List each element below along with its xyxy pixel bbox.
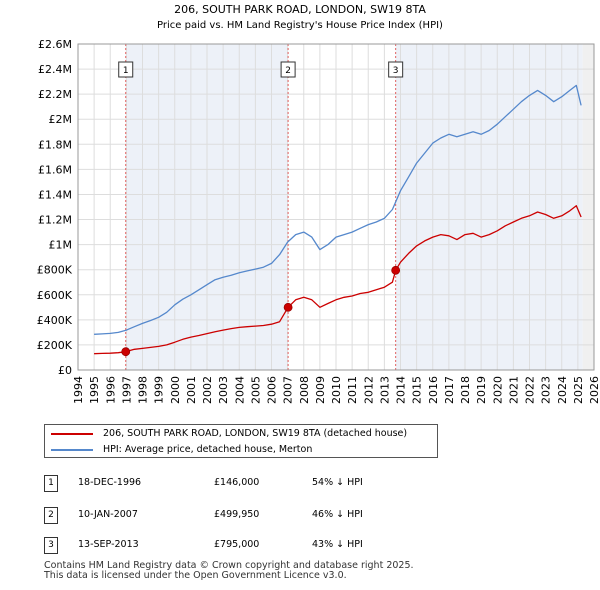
transaction-hpi-diff: 43% ↓ HPI bbox=[312, 539, 363, 550]
x-tick-label: 2026 bbox=[588, 376, 600, 404]
x-tick-label: 2009 bbox=[314, 376, 327, 404]
x-tick-label: 2025 bbox=[572, 376, 585, 404]
transaction-number: 1 bbox=[44, 475, 58, 492]
sale-marker-number: 1 bbox=[123, 66, 129, 76]
plot-frame bbox=[77, 43, 595, 371]
x-tick-label: 2004 bbox=[233, 376, 246, 404]
footer-copyright: Contains HM Land Registry data © Crown c… bbox=[44, 560, 414, 571]
y-tick-label: £1.4M bbox=[38, 188, 72, 201]
y-tick-label: £2.6M bbox=[38, 38, 72, 51]
legend-swatch-property bbox=[51, 433, 93, 435]
sale-point bbox=[283, 302, 293, 312]
shaded-band bbox=[395, 44, 583, 370]
y-tick-label: £800K bbox=[37, 264, 73, 277]
x-tick-label: 2008 bbox=[298, 376, 311, 404]
transaction-hpi-diff: 54% ↓ HPI bbox=[312, 477, 363, 488]
transaction-date: 10-JAN-2007 bbox=[78, 509, 138, 520]
x-tick-label: 2003 bbox=[217, 376, 230, 404]
future-region bbox=[582, 44, 594, 370]
x-tick-label: 2022 bbox=[524, 376, 537, 404]
price-chart: 206, SOUTH PARK ROAD, LONDON, SW19 8TA Pr… bbox=[37, 3, 600, 404]
legend-label-hpi: HPI: Average price, detached house, Mert… bbox=[103, 444, 313, 455]
x-tick-label: 1994 bbox=[72, 376, 85, 404]
sale-marker-box bbox=[388, 61, 404, 78]
y-tick-label: £0 bbox=[58, 364, 72, 377]
x-tick-label: 2013 bbox=[378, 376, 391, 404]
x-tick-label: 1999 bbox=[153, 376, 166, 404]
x-tick-label: 2016 bbox=[427, 376, 440, 404]
x-tick-label: 2006 bbox=[266, 376, 279, 404]
y-tick-label: £1.6M bbox=[38, 163, 72, 176]
x-tick-label: 2000 bbox=[169, 376, 182, 404]
legend: 206, SOUTH PARK ROAD, LONDON, SW19 8TA (… bbox=[44, 424, 438, 458]
x-tick-label: 2017 bbox=[443, 376, 456, 404]
x-tick-label: 1998 bbox=[137, 376, 150, 404]
x-tick-label: 2015 bbox=[411, 376, 424, 404]
transaction-price: £499,950 bbox=[214, 509, 260, 520]
legend-swatch-hpi bbox=[51, 449, 93, 451]
y-tick-label: £2.2M bbox=[38, 88, 72, 101]
transaction-number: 2 bbox=[44, 507, 58, 524]
x-tick-label: 1996 bbox=[104, 376, 117, 404]
x-tick-label: 2020 bbox=[491, 376, 504, 404]
x-tick-label: 2024 bbox=[556, 376, 569, 404]
x-tick-label: 2012 bbox=[362, 376, 375, 404]
x-tick-label: 2005 bbox=[249, 376, 262, 404]
sale-marker-number: 3 bbox=[393, 66, 399, 76]
footer: Contains HM Land Registry data © Crown c… bbox=[44, 561, 584, 581]
transaction-date: 18-DEC-1996 bbox=[78, 477, 142, 488]
y-tick-label: £400K bbox=[37, 314, 73, 327]
y-tick-label: £1.2M bbox=[38, 214, 72, 227]
chart-subtitle: Price paid vs. HM Land Registry's House … bbox=[157, 20, 443, 31]
x-tick-label: 2021 bbox=[507, 376, 520, 404]
y-tick-label: £2.4M bbox=[38, 63, 72, 76]
sale-marker-box bbox=[118, 61, 134, 78]
sale-marker-number: 2 bbox=[285, 66, 291, 76]
y-tick-label: £2M bbox=[49, 113, 73, 126]
sale-marker-box bbox=[280, 61, 296, 78]
series-line-property bbox=[94, 205, 582, 355]
transaction-hpi-diff: 46% ↓ HPI bbox=[312, 509, 363, 520]
transaction-date: 13-SEP-2013 bbox=[78, 539, 139, 550]
x-tick-label: 2010 bbox=[330, 376, 343, 404]
x-tick-label: 2014 bbox=[395, 376, 408, 404]
y-tick-label: £600K bbox=[37, 289, 73, 302]
transaction-price: £146,000 bbox=[214, 477, 260, 488]
sale-point bbox=[391, 265, 401, 275]
x-tick-label: 2011 bbox=[346, 376, 359, 404]
x-tick-label: 1995 bbox=[88, 376, 101, 404]
transaction-price: £795,000 bbox=[214, 539, 260, 550]
y-tick-label: £200K bbox=[37, 339, 73, 352]
y-tick-label: £1M bbox=[49, 239, 73, 252]
footer-licence: This data is licensed under the Open Gov… bbox=[44, 570, 347, 581]
chart-title: 206, SOUTH PARK ROAD, LONDON, SW19 8TA bbox=[174, 3, 426, 16]
legend-label-property: 206, SOUTH PARK ROAD, LONDON, SW19 8TA (… bbox=[103, 428, 408, 439]
x-tick-label: 1997 bbox=[120, 376, 133, 404]
x-tick-label: 2002 bbox=[201, 376, 214, 404]
x-tick-label: 2023 bbox=[540, 376, 553, 404]
x-tick-label: 2001 bbox=[185, 376, 198, 404]
y-tick-label: £1.8M bbox=[38, 138, 72, 151]
x-tick-label: 2007 bbox=[282, 376, 295, 404]
x-tick-label: 2018 bbox=[459, 376, 472, 404]
x-tick-label: 2019 bbox=[475, 376, 488, 404]
series-line-hpi bbox=[94, 84, 582, 335]
transaction-number: 3 bbox=[44, 537, 58, 554]
sale-point bbox=[121, 347, 131, 357]
